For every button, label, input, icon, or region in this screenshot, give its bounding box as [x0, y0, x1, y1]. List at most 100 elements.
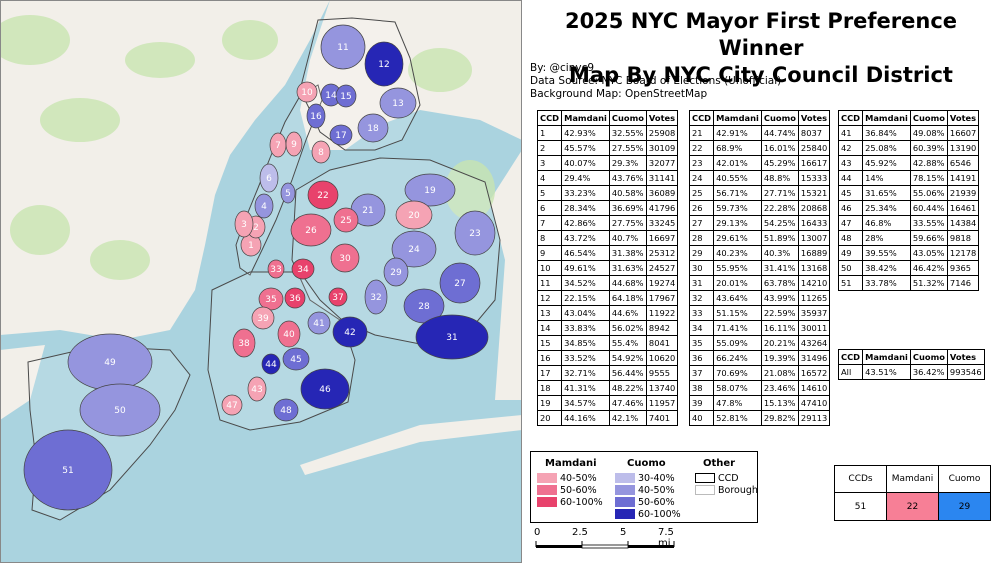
- table-row: 46 25.34% 60.44% 16461: [837, 200, 980, 216]
- legend-item-mamdani-0: 40-50%: [537, 472, 597, 484]
- table-cell: 66.24%: [713, 350, 762, 366]
- table-row: 24 40.55% 48.8% 15333: [688, 170, 831, 186]
- data-source: Data Source: NYC Board of Elections (Uno…: [530, 75, 782, 87]
- table-cell: 8: [536, 230, 563, 246]
- district-label-14: 14: [325, 91, 337, 101]
- table-cell: 16461: [946, 200, 980, 216]
- legend-item-mamdani-1: 50-60%: [537, 484, 597, 496]
- table-cell: 16697: [645, 230, 679, 246]
- table-row: 13 43.04% 44.6% 11922: [536, 305, 679, 321]
- table-cell: 39.55%: [862, 245, 911, 261]
- table-cell: 58.07%: [713, 380, 762, 396]
- table-cell: 33.52%: [561, 350, 610, 366]
- table-cell: 31.65%: [862, 185, 911, 201]
- table-cell: 70.69%: [713, 365, 762, 381]
- legend-swatch: [615, 509, 635, 519]
- table-row: 6 28.34% 36.69% 41796: [536, 200, 679, 216]
- citywide-col-mamdani: Mamdani: [862, 349, 911, 365]
- legend-item-cuomo-0: 30-40%: [615, 472, 675, 484]
- table-cell: 31.63%: [608, 260, 647, 276]
- summary-header-cuomo: Cuomo: [938, 465, 991, 493]
- table-cell: 40.55%: [713, 170, 762, 186]
- district-label-11: 11: [337, 43, 348, 53]
- park-area-2: [10, 205, 70, 255]
- table-cell: 1: [536, 125, 563, 141]
- district-label-16: 16: [310, 112, 322, 122]
- district-label-27: 27: [454, 279, 465, 289]
- table-cell: 24: [688, 170, 715, 186]
- table-cell: 44.6%: [608, 305, 647, 321]
- legend-label: 50-60%: [560, 484, 597, 496]
- table-cell: 25840: [797, 140, 831, 156]
- table-cell: 51: [837, 275, 864, 291]
- table-cell: 48.8%: [760, 170, 799, 186]
- district-label-42: 42: [344, 328, 355, 338]
- table-row: 38 58.07% 23.46% 14610: [688, 380, 831, 396]
- scale-label-7-5: 7.5 mi: [658, 527, 674, 549]
- citywide-table: CCD Mamdani Cuomo Votes All 43.51% 36.42% 99354…: [837, 349, 985, 380]
- district-3: [234, 210, 254, 238]
- district-label-23: 23: [469, 229, 480, 239]
- table-cell: 30: [688, 260, 715, 276]
- table-cell: 47: [837, 215, 864, 231]
- table-cell: 44.16%: [561, 410, 610, 426]
- table-cell: 33: [688, 305, 715, 321]
- table-row: 40 52.81% 29.82% 29113: [688, 410, 831, 426]
- table-cell: 15321: [797, 185, 831, 201]
- district-label-20: 20: [408, 211, 420, 221]
- table-row: 35 55.09% 20.21% 43264: [688, 335, 831, 351]
- table-cell: 29.82%: [760, 410, 799, 426]
- district-4: [254, 193, 274, 219]
- district-label-29: 29: [390, 268, 402, 278]
- table-cell: 12178: [946, 245, 980, 261]
- table-cell: 8037: [797, 125, 831, 141]
- legend-item-cuomo-2: 50-60%: [615, 496, 675, 508]
- district-label-3: 3: [241, 220, 247, 230]
- table-cell: 42.1%: [608, 410, 647, 426]
- table-cell: 29: [688, 245, 715, 261]
- table-row: 39 47.8% 15.13% 47410: [688, 395, 831, 411]
- district-label-36: 36: [289, 294, 301, 304]
- map-panel[interactable]: 1 2 3 4 5 6 7 8 9 10 11 12 13 14 15 16 17 18 19 20 21 22 23 24 2…: [0, 0, 522, 563]
- table-cell: 78.15%: [909, 170, 948, 186]
- table3-col-cuomo: Cuomo: [909, 110, 948, 126]
- table-cell: 71.41%: [713, 320, 762, 336]
- table-row: 14 33.83% 56.02% 8942: [536, 320, 679, 336]
- table-cell: 45.57%: [561, 140, 610, 156]
- legend-swatch: [615, 485, 635, 495]
- table-cell: 3: [536, 155, 563, 171]
- scale-ruler: [535, 541, 675, 549]
- district-39: [251, 306, 275, 330]
- table-cell: 29.3%: [608, 155, 647, 171]
- table-cell: 32077: [645, 155, 679, 171]
- table-cell: 30011: [797, 320, 831, 336]
- legend-swatch: [615, 497, 635, 507]
- district-label-7: 7: [275, 141, 281, 151]
- table-cell: 16433: [797, 215, 831, 231]
- table-cell: 9818: [946, 230, 980, 246]
- district-label-10: 10: [301, 88, 313, 98]
- table-cell: 45: [837, 185, 864, 201]
- table-cell: 14: [536, 320, 563, 336]
- table-cell: 11265: [797, 290, 831, 306]
- district-label-32: 32: [370, 293, 381, 303]
- district-11: [320, 24, 366, 70]
- title-line-2: Map By NYC City Council District: [569, 63, 953, 87]
- table2-col-cuomo: Cuomo: [760, 110, 799, 126]
- district-label-24: 24: [408, 245, 420, 255]
- table-cell: 8041: [645, 335, 679, 351]
- results-table-1: CCD Mamdani Cuomo Votes 1 42.93% 32.55% 25908 2 4…: [536, 110, 679, 426]
- table-cell: 15333: [797, 170, 831, 186]
- table-cell: 10: [536, 260, 563, 276]
- table-row: 21 42.91% 44.74% 8037: [688, 125, 831, 141]
- map-legend: Mamdani Cuomo Other 40-50% 50-60% 60-100% …: [530, 451, 758, 523]
- table-cell: 14191: [946, 170, 980, 186]
- table1-col-ccd: CCD: [536, 110, 563, 126]
- table-cell: 45.92%: [862, 155, 911, 171]
- park-area-7: [0, 15, 70, 65]
- table-cell: 34.57%: [561, 395, 610, 411]
- legend-swatch: [695, 485, 715, 495]
- legend-label: 60-100%: [638, 508, 681, 520]
- park-area-5: [445, 160, 495, 220]
